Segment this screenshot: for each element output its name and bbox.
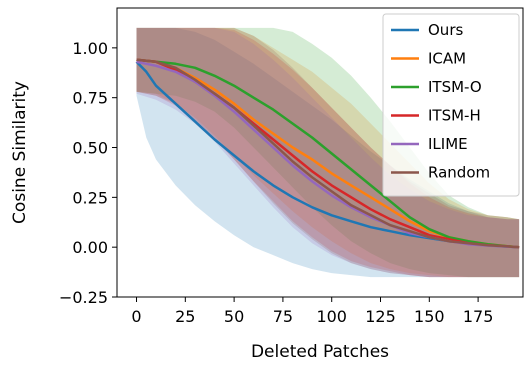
y-axis-label: Cosine Similarity [10, 81, 30, 224]
x-tick-label: 125 [365, 307, 396, 326]
y-tick-label: 0.25 [72, 188, 108, 207]
series-lines [135, 58, 520, 249]
legend-label: ICAM [428, 50, 466, 68]
y-tick-label: −0.25 [59, 288, 108, 307]
legend: Ours ICAM ITSM-O ITSM-H ILIME Random [382, 13, 520, 197]
x-tick-label: 100 [316, 307, 347, 326]
legend-label: ITSM-O [428, 78, 482, 96]
y-tick-label: 0.75 [72, 89, 108, 108]
y-tick-label: 1.00 [72, 39, 108, 58]
x-tick-label: 150 [414, 307, 445, 326]
y-axis-ticks: −0.25 0.00 0.25 0.50 0.75 1.00 [59, 39, 117, 307]
x-tick-label: 75 [273, 307, 293, 326]
x-tick-label: 0 [131, 307, 141, 326]
band-4 [136, 27, 520, 278]
band-3 [136, 27, 520, 278]
legend-label: ILIME [428, 135, 468, 153]
confidence-bands [136, 27, 520, 278]
band-2 [136, 27, 520, 278]
series-line-5 [136, 58, 520, 249]
x-axis-label: Deleted Patches [251, 342, 389, 362]
band-0 [136, 27, 520, 278]
plot-frame [116, 7, 524, 298]
y-tick-label: 0.50 [72, 139, 108, 158]
x-tick-label: 175 [463, 307, 494, 326]
x-tick-label: 25 [175, 307, 195, 326]
series-line-2 [136, 58, 520, 249]
y-tick-label: 0.00 [72, 238, 108, 257]
legend-label: Random [428, 164, 490, 182]
legend-label: Ours [428, 21, 463, 39]
legend-label: ITSM-H [428, 107, 481, 125]
x-tick-label: 50 [224, 307, 244, 326]
x-axis-ticks: 0 25 50 75 100 125 150 175 [131, 297, 493, 326]
band-5 [136, 27, 520, 278]
band-1 [136, 27, 520, 278]
